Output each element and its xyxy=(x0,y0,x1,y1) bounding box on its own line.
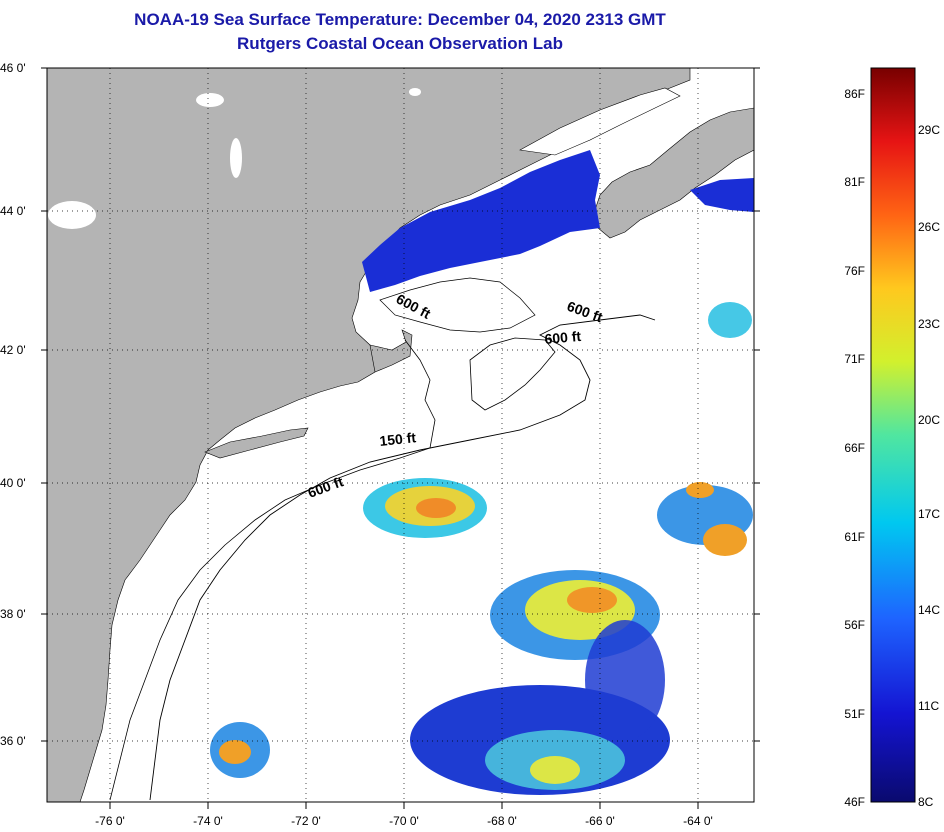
lat-label: 44 0' xyxy=(0,204,26,218)
lat-label: 46 0' xyxy=(0,61,26,75)
lon-label: -70 0' xyxy=(389,814,419,828)
svg-text:29C: 29C xyxy=(918,123,940,137)
svg-text:66F: 66F xyxy=(844,441,865,455)
svg-text:14C: 14C xyxy=(918,603,940,617)
lon-label: -68 0' xyxy=(487,814,517,828)
depth-contour-georges-bank xyxy=(469,337,556,411)
bay-of-fundy xyxy=(519,87,681,156)
map-subtitle: Rutgers Coastal Ocean Observation Lab xyxy=(237,34,563,53)
svg-text:46F: 46F xyxy=(844,795,865,809)
lon-label: -66 0' xyxy=(585,814,615,828)
svg-text:81F: 81F xyxy=(844,175,865,189)
sst-gulf-of-maine xyxy=(362,150,600,292)
land-us-coast xyxy=(47,68,691,802)
sst-patch-7 xyxy=(585,620,665,740)
lat-label: 42 0' xyxy=(0,343,26,357)
svg-text:17C: 17C xyxy=(918,507,940,521)
svg-text:56F: 56F xyxy=(844,618,865,632)
lake xyxy=(196,93,224,107)
lat-label: 36 0' xyxy=(0,734,26,748)
depth-contour-150ft xyxy=(109,339,436,801)
svg-text:71F: 71F xyxy=(844,352,865,366)
lon-label: -76 0' xyxy=(95,814,125,828)
svg-text:26C: 26C xyxy=(918,220,940,234)
contour-label: 600 ft xyxy=(544,328,582,347)
lake xyxy=(230,138,242,178)
lake xyxy=(48,201,96,229)
sst-patch-1 xyxy=(363,478,487,538)
svg-text:23C: 23C xyxy=(918,317,940,331)
svg-text:11C: 11C xyxy=(918,699,939,713)
svg-text:51F: 51F xyxy=(844,707,865,721)
map-title: NOAA-19 Sea Surface Temperature: Decembe… xyxy=(134,10,666,29)
lat-label: 38 0' xyxy=(0,607,26,621)
sst-patch-6 xyxy=(708,302,752,338)
temperature-colorbar xyxy=(870,67,916,803)
colorbar-fahrenheit-labels: 86F 81F 76F 71F 66F 61F 56F 51F 46F xyxy=(844,87,865,809)
land-long-island xyxy=(204,427,309,459)
lon-label: -64 0' xyxy=(683,814,713,828)
svg-text:86F: 86F xyxy=(844,87,865,101)
axis-ticks xyxy=(41,67,760,809)
depth-contour-600ft xyxy=(149,314,656,801)
svg-text:20C: 20C xyxy=(918,413,940,427)
svg-text:76F: 76F xyxy=(844,264,865,278)
sst-patch-5 xyxy=(210,722,270,778)
colorbar-celsius-labels: 29C 26C 23C 20C 17C 14C 11C 8C xyxy=(918,123,940,809)
lon-label: -72 0' xyxy=(291,814,321,828)
depth-contour-gulf xyxy=(379,277,536,333)
land-cape-cod xyxy=(369,329,413,373)
lake xyxy=(409,88,421,96)
sst-scotian-shelf xyxy=(690,178,754,212)
lon-label: -74 0' xyxy=(193,814,223,828)
svg-text:8C: 8C xyxy=(918,795,934,809)
contour-label: 150 ft xyxy=(379,429,417,449)
lat-label: 40 0' xyxy=(0,476,26,490)
sst-patch-3 xyxy=(657,482,753,556)
map-frame xyxy=(46,67,755,803)
svg-text:61F: 61F xyxy=(844,530,865,544)
